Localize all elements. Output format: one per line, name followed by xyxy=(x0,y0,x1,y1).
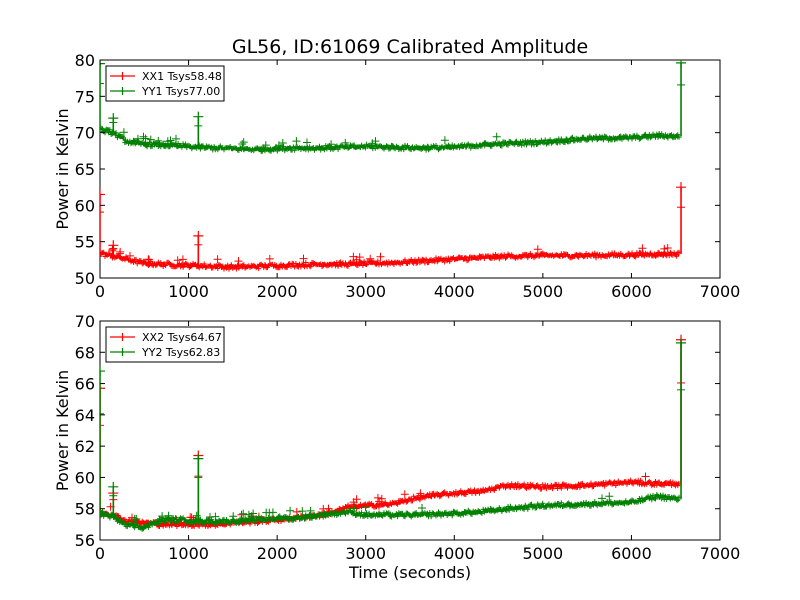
y-tick-label: 62 xyxy=(75,437,95,456)
spike-marker xyxy=(676,60,687,68)
legend-label: XX2 Tsys64.67 xyxy=(142,331,222,344)
y-tick-label: 55 xyxy=(75,233,95,252)
spike-marker xyxy=(108,481,119,492)
y-tick-label: 60 xyxy=(75,196,95,215)
y-tick-label: 75 xyxy=(75,87,95,106)
spike-marker xyxy=(100,383,105,394)
x-tick-label: 0 xyxy=(95,282,105,301)
spike-marker xyxy=(193,111,204,122)
x-tick-label: 7000 xyxy=(700,544,741,563)
x-tick-label: 6000 xyxy=(611,282,652,301)
chart-title: GL56, ID:61069 Calibrated Amplitude xyxy=(232,36,588,58)
x-tick-label: 1000 xyxy=(168,282,209,301)
legend-label: XX1 Tsys58.48 xyxy=(142,70,222,83)
spike-marker xyxy=(108,113,119,124)
x-tick-label: 2000 xyxy=(257,282,298,301)
y-tick-label: 70 xyxy=(75,124,95,143)
y-tick-label: 60 xyxy=(75,468,95,487)
axis-ticks: 0 1000 2000 3000 4000 5000 6000 7000 56 58 60 62 64 6… xyxy=(75,312,741,563)
x-axis-label: Time (seconds) xyxy=(348,563,471,582)
y-axis-label: Power in Kelvin xyxy=(53,108,72,229)
y-axis-label: Power in Kelvin xyxy=(53,370,72,491)
y-tick-label: 80 xyxy=(75,51,95,70)
legend-box xyxy=(105,65,225,102)
x-tick-label: 6000 xyxy=(611,544,652,563)
x-tick-label: 4000 xyxy=(434,544,475,563)
plot-data xyxy=(100,334,687,532)
series-yy xyxy=(100,60,687,155)
spike-marker xyxy=(193,230,204,241)
x-tick-label: 5000 xyxy=(522,282,563,301)
spike-marker xyxy=(100,189,105,200)
x-tick-label: 5000 xyxy=(522,544,563,563)
x-tick-label: 2000 xyxy=(257,544,298,563)
legend-label: YY2 Tsys62.83 xyxy=(141,346,220,359)
y-tick-label: 50 xyxy=(75,269,95,288)
x-tick-label: 4000 xyxy=(434,282,475,301)
series-outliers xyxy=(130,492,614,523)
y-tick-label: 64 xyxy=(75,406,95,425)
series-outliers xyxy=(108,244,672,266)
spike-marker xyxy=(100,60,105,69)
legend-box xyxy=(105,326,225,363)
spike-marker xyxy=(193,453,204,464)
x-tick-label: 1000 xyxy=(168,544,209,563)
y-tick-label: 65 xyxy=(75,160,95,179)
y-tick-label: 70 xyxy=(75,312,95,331)
series-xx xyxy=(100,182,687,272)
legend: XX1 Tsys58.48 YY1 Tsys77.00 xyxy=(105,65,225,102)
series-markers xyxy=(100,125,682,155)
series-markers xyxy=(100,249,682,272)
axis-ticks: 0 1000 2000 3000 4000 5000 6000 7000 50 55 60 65 70 7… xyxy=(75,51,741,301)
x-tick-label: 7000 xyxy=(700,282,741,301)
top-plot: 0 1000 2000 3000 4000 5000 6000 7000 50 55 60 65 70 7… xyxy=(53,51,740,301)
x-tick-label: 3000 xyxy=(345,544,386,563)
legend: XX2 Tsys64.67 YY2 Tsys62.83 xyxy=(105,326,225,363)
series-yy xyxy=(100,337,687,532)
series-markers xyxy=(100,492,682,532)
spike-marker xyxy=(676,337,687,348)
legend-label: YY1 Tsys77.00 xyxy=(141,85,220,98)
spike-marker xyxy=(100,366,105,377)
bottom-plot: 0 1000 2000 3000 4000 5000 6000 7000 56 58 60 62 64 6… xyxy=(53,312,740,582)
x-tick-label: 3000 xyxy=(345,282,386,301)
spike-marker xyxy=(676,182,687,193)
series-outliers xyxy=(119,128,501,150)
y-tick-label: 66 xyxy=(75,375,95,394)
plot-data xyxy=(100,60,687,272)
y-tick-label: 58 xyxy=(75,500,95,519)
y-tick-label: 68 xyxy=(75,343,95,362)
y-tick-label: 56 xyxy=(75,531,95,550)
x-tick-label: 0 xyxy=(95,544,105,563)
